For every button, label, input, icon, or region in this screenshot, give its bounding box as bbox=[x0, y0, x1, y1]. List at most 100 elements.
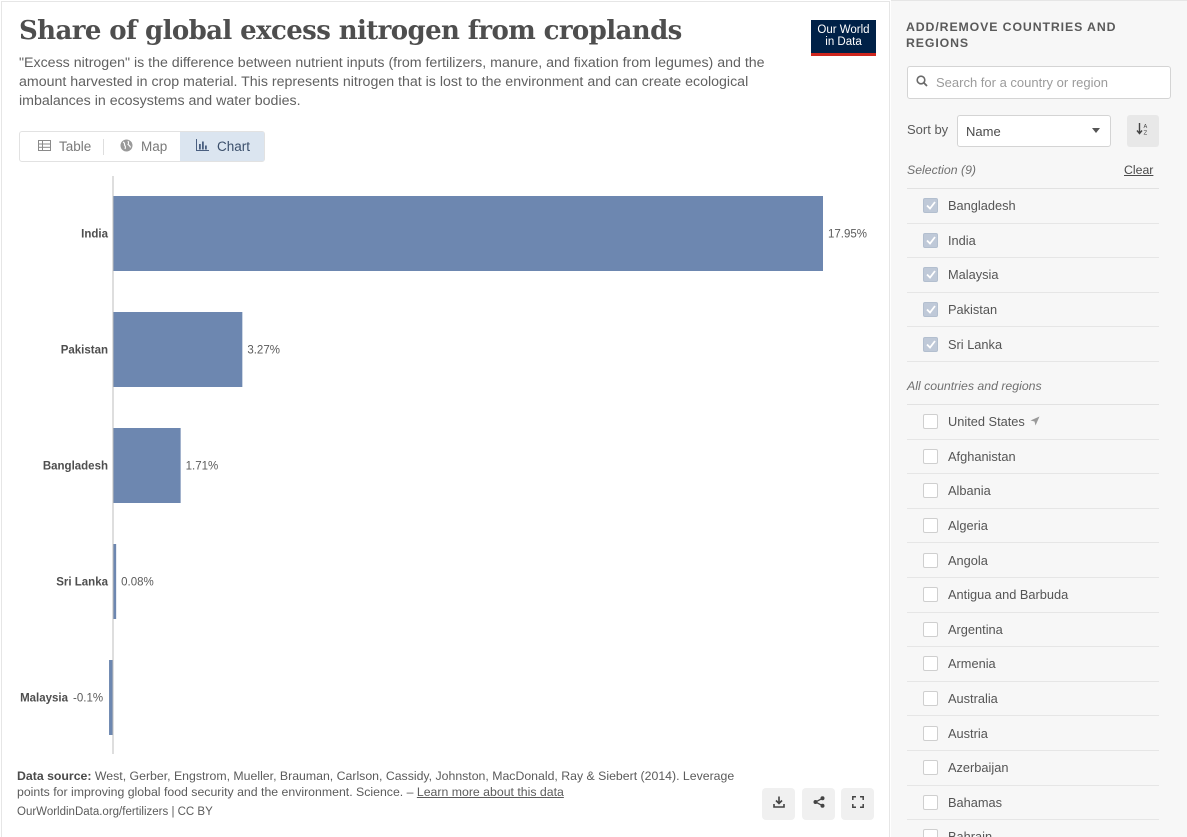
checkbox[interactable] bbox=[923, 829, 938, 837]
entity-item[interactable]: Algeria bbox=[907, 509, 1159, 544]
entity-item[interactable]: Malaysia bbox=[907, 258, 1159, 293]
value-label: -0.1% bbox=[73, 693, 103, 705]
tab-chart[interactable]: Chart bbox=[180, 132, 264, 161]
entity-label: Australia bbox=[948, 691, 998, 707]
category-label: Bangladesh bbox=[43, 461, 108, 473]
tab-table[interactable]: Table bbox=[20, 132, 104, 161]
checkbox[interactable] bbox=[923, 448, 938, 464]
entity-label: Azerbaijan bbox=[948, 760, 1009, 776]
checkbox[interactable] bbox=[923, 483, 938, 499]
sort-select-value: Name bbox=[966, 123, 1001, 139]
entity-label: Bahamas bbox=[948, 794, 1003, 810]
checkbox[interactable] bbox=[923, 198, 938, 214]
share-button[interactable] bbox=[802, 788, 835, 820]
checkbox[interactable] bbox=[923, 336, 938, 352]
view-tabs: Table Map Chart bbox=[19, 131, 265, 162]
checkbox[interactable] bbox=[923, 587, 938, 603]
bar bbox=[113, 196, 823, 271]
data-source: Data source: West, Gerber, Engstrom, Mue… bbox=[17, 769, 757, 800]
value-label: 17.95% bbox=[828, 229, 867, 241]
entity-item[interactable]: United States bbox=[907, 405, 1159, 440]
category-label: Malaysia bbox=[20, 693, 69, 705]
download-button[interactable] bbox=[762, 788, 795, 820]
entity-item[interactable]: Afghanistan bbox=[907, 440, 1159, 475]
entity-item[interactable]: Australia bbox=[907, 682, 1159, 717]
all-countries-list: United States Afghanistan Albania Algeria An… bbox=[907, 405, 1159, 837]
entity-label: India bbox=[948, 232, 976, 248]
svg-text:Z: Z bbox=[1144, 131, 1148, 136]
owid-logo[interactable]: Our World in Data bbox=[811, 20, 876, 56]
checkbox[interactable] bbox=[923, 302, 938, 318]
download-icon bbox=[772, 795, 785, 813]
source-label: Data source: bbox=[17, 769, 92, 783]
location-arrow-icon bbox=[1030, 414, 1040, 429]
entity-item[interactable]: Angola bbox=[907, 543, 1159, 578]
selection-heading: Selection (9) bbox=[907, 163, 977, 177]
entity-selector-panel: ADD/REMOVE COUNTRIES AND REGIONS Sort by… bbox=[891, 0, 1187, 837]
tab-map[interactable]: Map bbox=[104, 132, 180, 161]
category-label: Pakistan bbox=[61, 345, 108, 357]
share-icon bbox=[813, 795, 825, 813]
chart-subtitle: "Excess nitrogen" is the difference betw… bbox=[19, 55, 765, 110]
entity-item[interactable]: Azerbaijan bbox=[907, 751, 1159, 786]
checkbox[interactable] bbox=[923, 691, 938, 707]
sort-select[interactable]: Name bbox=[957, 115, 1111, 147]
checkbox[interactable] bbox=[923, 621, 938, 637]
chevron-down-icon bbox=[1092, 128, 1100, 133]
chart-icon bbox=[196, 139, 209, 154]
entity-item[interactable]: Antigua and Barbuda bbox=[907, 578, 1159, 613]
category-label: Sri Lanka bbox=[56, 577, 108, 589]
entity-item[interactable]: Bahrain bbox=[907, 820, 1159, 837]
tab-table-label: Table bbox=[59, 139, 92, 154]
checkbox[interactable] bbox=[923, 518, 938, 534]
checkbox[interactable] bbox=[923, 552, 938, 568]
entity-label: Antigua and Barbuda bbox=[948, 587, 1069, 603]
entity-label: Austria bbox=[948, 725, 988, 741]
entity-item[interactable]: Sri Lanka bbox=[907, 327, 1159, 362]
entity-label: Bahrain bbox=[948, 829, 993, 837]
fullscreen-button[interactable] bbox=[841, 788, 874, 820]
all-divider bbox=[907, 404, 1159, 405]
clear-button[interactable]: Clear bbox=[1124, 163, 1154, 177]
bar bbox=[109, 660, 113, 735]
selection-divider bbox=[907, 188, 1159, 189]
entity-item[interactable]: India bbox=[907, 224, 1159, 259]
chart-title: Share of global excess nitrogen from cro… bbox=[19, 16, 682, 46]
svg-text:A: A bbox=[1144, 124, 1148, 130]
checkbox[interactable] bbox=[923, 760, 938, 776]
logo-line-1: Our World bbox=[817, 24, 870, 36]
search-icon bbox=[916, 74, 928, 92]
value-label: 3.27% bbox=[247, 345, 280, 357]
sort-by-label: Sort by bbox=[907, 122, 949, 137]
learn-more-link[interactable]: Learn more about this data bbox=[416, 784, 564, 799]
table-icon bbox=[38, 139, 51, 154]
entity-item[interactable]: Armenia bbox=[907, 647, 1159, 682]
checkbox[interactable] bbox=[923, 267, 938, 283]
checkbox[interactable] bbox=[923, 725, 938, 741]
bar bbox=[113, 312, 243, 387]
chart-url: OurWorldinData.org/fertilizers | CC BY bbox=[17, 806, 213, 818]
checkbox[interactable] bbox=[923, 414, 938, 430]
entity-item[interactable]: Bahamas bbox=[907, 786, 1159, 821]
search-box[interactable] bbox=[907, 66, 1171, 99]
checkbox[interactable] bbox=[923, 656, 938, 672]
logo-line-2: in Data bbox=[825, 36, 862, 48]
checkbox[interactable] bbox=[923, 794, 938, 810]
checkbox[interactable] bbox=[923, 232, 938, 248]
entity-item[interactable]: Argentina bbox=[907, 613, 1159, 648]
chart-frame: Share of global excess nitrogen from cro… bbox=[1, 1, 890, 837]
entity-item[interactable]: Austria bbox=[907, 716, 1159, 751]
entity-item[interactable]: Pakistan bbox=[907, 293, 1159, 328]
entity-label: Afghanistan bbox=[948, 448, 1016, 464]
search-input[interactable] bbox=[936, 75, 1156, 90]
tab-map-label: Map bbox=[141, 139, 168, 154]
entity-item[interactable]: Albania bbox=[907, 474, 1159, 509]
all-countries-heading: All countries and regions bbox=[907, 379, 1042, 393]
entity-label: United States bbox=[948, 414, 1025, 430]
globe-icon bbox=[120, 139, 133, 155]
entity-item[interactable]: Bangladesh bbox=[907, 189, 1159, 224]
entity-label: Malaysia bbox=[948, 267, 999, 283]
value-label: 1.71% bbox=[186, 461, 219, 473]
